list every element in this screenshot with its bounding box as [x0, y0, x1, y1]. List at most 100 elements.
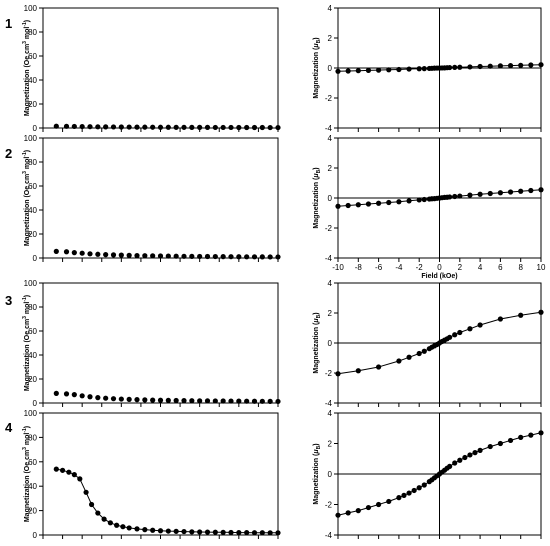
- data-point: [103, 124, 109, 130]
- data-point: [189, 529, 195, 535]
- data-point: [79, 123, 85, 130]
- data-point: [376, 501, 382, 508]
- series-line: [56, 468, 278, 534]
- data-point: [103, 252, 109, 258]
- y-tick-label: 0: [33, 124, 38, 133]
- y-label-text: Magnetization (Oe cm: [24, 450, 31, 522]
- data-point: [103, 395, 109, 401]
- data-point: [189, 253, 195, 259]
- y-tick-label: -4: [325, 399, 333, 408]
- data-point: [538, 187, 544, 193]
- y-label-end: ): [313, 167, 320, 169]
- data-point: [507, 189, 514, 195]
- data-point: [259, 254, 265, 260]
- data-point: [63, 123, 70, 129]
- data-point: [165, 528, 171, 534]
- y-tick-label: 40: [28, 482, 37, 491]
- data-point: [157, 528, 164, 534]
- y-axis-label: Magnetization (Oe cm3 mol-1): [22, 295, 31, 391]
- data-point: [110, 396, 117, 402]
- y-tick-label: 0: [328, 64, 333, 73]
- data-point: [204, 398, 211, 404]
- data-point: [406, 66, 412, 72]
- y-label-text: Magnetization (Oe cm: [24, 174, 31, 246]
- data-point: [53, 390, 59, 396]
- data-point: [150, 124, 156, 130]
- y-label-end: ): [24, 426, 31, 428]
- y-tick-label: 60: [28, 327, 37, 336]
- data-point: [416, 485, 422, 491]
- y-label-sup: 3: [22, 316, 28, 319]
- data-point: [497, 316, 503, 322]
- data-point: [181, 124, 187, 130]
- x-tick-label: -10: [332, 263, 344, 272]
- data-point: [228, 398, 234, 404]
- x-tick-label: 10: [537, 263, 546, 272]
- data-point: [228, 254, 234, 260]
- y-label-text: Magnetization (: [313, 453, 320, 505]
- data-point: [396, 358, 402, 364]
- data-point: [457, 193, 463, 199]
- data-point: [365, 201, 372, 207]
- data-point: [487, 190, 493, 197]
- data-point: [447, 194, 453, 200]
- y-label-text: Magnetization (Oe cm: [24, 44, 31, 116]
- data-point: [79, 393, 85, 399]
- data-point: [236, 398, 242, 404]
- data-point: [345, 68, 351, 74]
- data-point: [197, 124, 203, 130]
- chart-panel-2-left: 0 20 40 60 80 100 Magnetization (Oe cm3 mol-1): [22, 134, 281, 263]
- data-point: [220, 254, 226, 260]
- data-point: [244, 254, 250, 260]
- y-tick-label: 40: [28, 351, 37, 360]
- y-label-mu: μ: [313, 173, 320, 179]
- data-point: [53, 466, 59, 472]
- y-tick-label: 40: [28, 76, 37, 85]
- y-label-mid: mol: [24, 27, 31, 41]
- data-point: [126, 525, 132, 531]
- data-point: [134, 253, 140, 259]
- data-point: [416, 350, 422, 357]
- y-label-mu: μ: [313, 318, 320, 324]
- data-point: [518, 62, 524, 68]
- data-point: [507, 437, 514, 444]
- data-point: [528, 432, 534, 438]
- data-point: [507, 63, 514, 69]
- y-tick-label: -4: [325, 531, 333, 540]
- data-point: [197, 529, 203, 535]
- data-point: [220, 529, 226, 535]
- chart-panel-1-left: 0 20 40 60 80 100 Magnetization (Oe cm3 mol-1): [22, 4, 281, 133]
- data-point: [275, 124, 281, 131]
- y-tick-label: 40: [28, 206, 37, 215]
- data-point: [259, 398, 265, 404]
- data-point: [528, 187, 534, 194]
- data-point: [66, 469, 72, 475]
- x-tick-label: 6: [498, 263, 503, 272]
- chart-panel-1-right: -4 -2 0 2 4 Magnetization (μB): [313, 4, 544, 133]
- data-point: [477, 322, 483, 328]
- y-label-sub: B: [316, 169, 322, 173]
- data-point: [134, 397, 140, 403]
- data-point: [110, 252, 117, 258]
- data-point: [134, 526, 140, 532]
- data-point: [396, 66, 402, 73]
- plot-frame: [42, 7, 279, 129]
- data-point: [212, 529, 218, 535]
- data-point: [345, 202, 351, 209]
- y-tick-label: 4: [328, 279, 333, 288]
- y-axis-label: Magnetization (μB): [313, 312, 322, 373]
- y-tick-label: 80: [28, 28, 37, 37]
- data-point: [452, 332, 458, 338]
- y-label-end: ): [313, 443, 320, 445]
- data-point: [421, 348, 427, 354]
- y-tick-label: -2: [325, 369, 333, 378]
- data-point: [142, 124, 148, 130]
- data-point: [251, 398, 258, 404]
- y-tick-label: -4: [325, 124, 333, 133]
- y-label-sub: B: [316, 39, 322, 43]
- data-point: [355, 202, 361, 208]
- data-point: [71, 472, 77, 478]
- data-point: [376, 364, 382, 370]
- y-tick-label: 0: [328, 339, 333, 348]
